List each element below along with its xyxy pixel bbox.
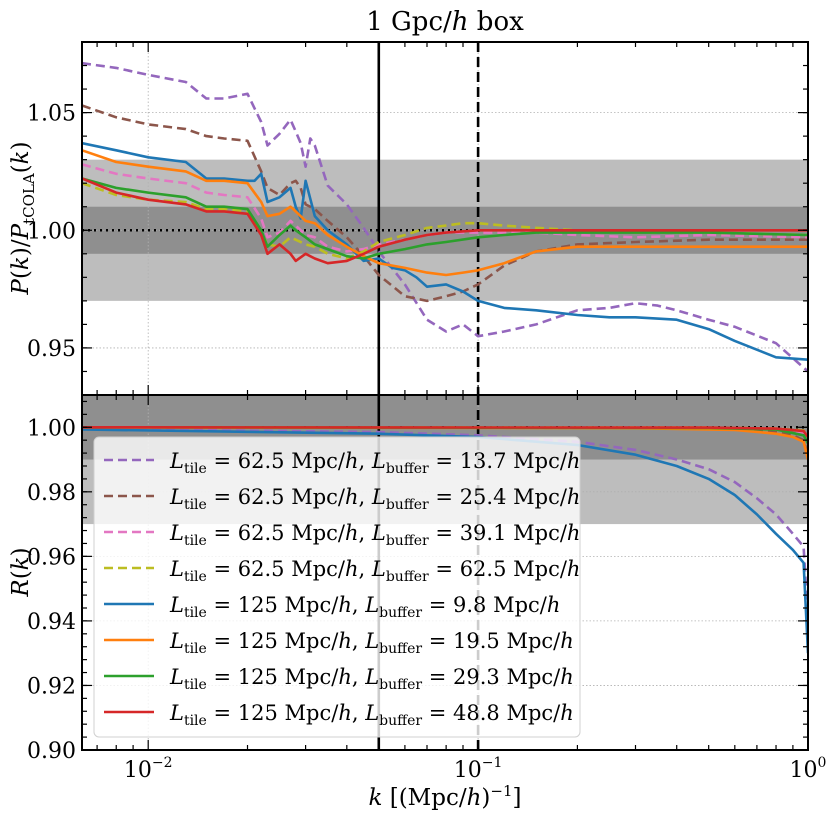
legend: Ltile = 62.5 Mpc/h, Lbuffer = 13.7 Mpc/h…: [93, 436, 581, 738]
x-axis-label: k [(Mpc/h)−1]: [368, 782, 521, 811]
bot-series-0: [82, 427, 808, 621]
bot-y-tick-label: 0.94: [27, 610, 76, 635]
top-series-6: [82, 177, 808, 260]
legend-entry: Ltile = 125 Mpc/h, Lbuffer = 29.3 Mpc/h: [169, 665, 574, 693]
top-y-tick-label: 1.00: [27, 219, 76, 244]
chart-title: 1 Gpc/h box: [366, 7, 524, 37]
top-y-axis-label: P(k)/PtCOLA(k): [8, 141, 38, 295]
top-series-0: [82, 61, 808, 373]
bottom-y-axis-label: R(k): [8, 547, 34, 597]
bottom-frame: [81, 394, 809, 751]
x-tick-label: 100: [790, 755, 827, 783]
legend-box: [93, 436, 581, 738]
legend-entry: Ltile = 62.5 Mpc/h, Lbuffer = 13.7 Mpc/h: [169, 449, 580, 477]
top-series-3: [82, 181, 808, 260]
x-tick-label: 10−1: [454, 755, 503, 783]
legend-entry: Ltile = 62.5 Mpc/h, Lbuffer = 25.4 Mpc/h: [169, 485, 580, 513]
top-series-7: [82, 177, 808, 265]
top-y-tick-label: 1.05: [27, 102, 76, 127]
top-series-2: [82, 163, 808, 253]
legend-entry: Ltile = 125 Mpc/h, Lbuffer = 9.8 Mpc/h: [169, 593, 560, 621]
legend-entry: Ltile = 62.5 Mpc/h, Lbuffer = 62.5 Mpc/h: [169, 557, 580, 585]
top-series-5: [82, 149, 808, 277]
top-panel: 0.95 1.00 1.05: [27, 41, 809, 396]
legend-entry: Ltile = 125 Mpc/h, Lbuffer = 19.5 Mpc/h: [169, 629, 574, 657]
bot-y-tick-label: 0.90: [27, 739, 76, 764]
top-series-4: [82, 141, 808, 361]
legend-entry: Ltile = 125 Mpc/h, Lbuffer = 48.8 Mpc/h: [169, 701, 574, 729]
top-series-1: [82, 104, 808, 303]
x-tick-label: 10−2: [124, 755, 173, 783]
legend-entry: Ltile = 62.5 Mpc/h, Lbuffer = 39.1 Mpc/h: [169, 521, 580, 549]
bot-y-tick-label: 1.00: [27, 416, 76, 441]
top-y-tick-label: 0.95: [27, 337, 76, 362]
bot-y-tick-label: 0.92: [27, 674, 76, 699]
bot-series-7: [82, 425, 808, 438]
bot-y-tick-label: 0.96: [27, 545, 76, 570]
bot-y-tick-label: 0.98: [27, 481, 76, 506]
